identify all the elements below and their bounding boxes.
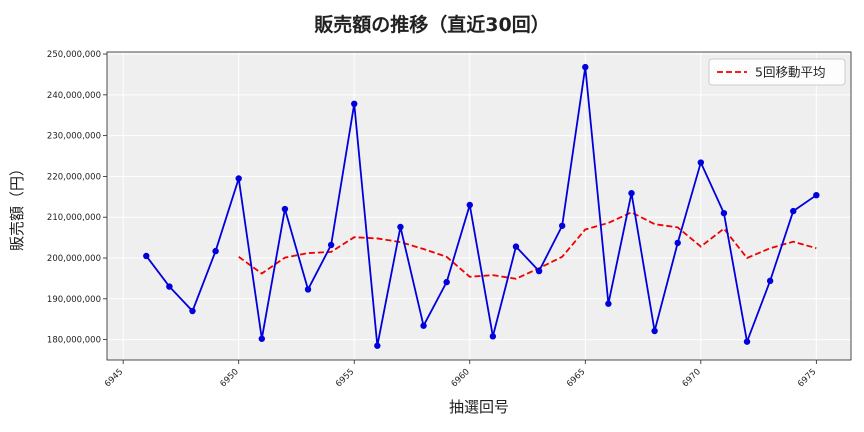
sales-point xyxy=(582,63,589,71)
sales-point xyxy=(558,222,566,229)
legend-box xyxy=(708,58,846,86)
sales-point xyxy=(258,335,266,342)
sales-point xyxy=(281,205,289,213)
sales-point xyxy=(143,252,150,260)
sales-point xyxy=(743,338,751,345)
sales-point xyxy=(397,223,404,231)
y-tick-label: 190,000,000 xyxy=(47,295,101,305)
x-tick-label: 6965 xyxy=(565,367,587,389)
y-tick-label: 180,000,000 xyxy=(47,336,101,346)
sales-point xyxy=(651,327,658,335)
sales-point xyxy=(720,209,728,217)
x-tick-label: 6955 xyxy=(334,367,356,389)
sales-point xyxy=(674,239,681,247)
chart-title: 販売額の推移（直近30回） xyxy=(314,14,550,36)
sales-point xyxy=(466,201,473,209)
x-tick-label: 6975 xyxy=(796,367,818,389)
sales-point xyxy=(605,300,612,307)
sales-point xyxy=(351,100,358,108)
sales-point xyxy=(489,333,497,340)
plot-frame xyxy=(106,51,852,361)
sales-point xyxy=(512,243,520,250)
x-axis-ticks: 6945 6950 6955 6960 6965 6970 6975 xyxy=(103,360,818,389)
sales-point xyxy=(235,175,242,182)
series-layer xyxy=(143,63,820,349)
moving-average-line xyxy=(238,211,817,280)
x-tick-label: 6960 xyxy=(450,367,472,389)
x-tick-label: 6950 xyxy=(218,367,240,389)
x-tick-label: 6945 xyxy=(103,367,125,389)
sales-point xyxy=(189,307,196,315)
y-tick-label: 220,000,000 xyxy=(47,172,101,182)
y-tick-label: 230,000,000 xyxy=(47,132,101,142)
sales-point xyxy=(628,189,635,197)
legend: 5回移動平均 xyxy=(708,58,846,86)
x-tick-label: 6970 xyxy=(681,367,703,389)
sales-point xyxy=(443,278,450,286)
sales-point xyxy=(790,207,797,215)
sales-point xyxy=(327,241,335,249)
sales-point xyxy=(535,267,543,275)
y-tick-label: 210,000,000 xyxy=(47,213,101,223)
plot-area xyxy=(107,52,851,360)
y-axis-label: 販売額（円） xyxy=(8,161,26,251)
x-axis-label: 抽選回号 xyxy=(449,398,509,416)
sales-point xyxy=(212,247,219,255)
sales-point xyxy=(374,342,381,349)
sales-point xyxy=(304,286,312,293)
sales-point xyxy=(813,191,820,199)
sales-point xyxy=(766,277,774,285)
sales-point xyxy=(420,322,427,329)
sales-point xyxy=(697,159,705,166)
y-tick-label: 240,000,000 xyxy=(47,91,101,101)
y-tick-label: 250,000,000 xyxy=(47,50,101,60)
sales-point xyxy=(166,283,173,290)
legend-label: 5回移動平均 xyxy=(755,65,825,80)
y-tick-label: 200,000,000 xyxy=(47,254,101,264)
y-axis-ticks: 180,000,000 190,000,000 200,000,000 210,000… xyxy=(47,50,107,346)
sales-line xyxy=(145,66,817,346)
